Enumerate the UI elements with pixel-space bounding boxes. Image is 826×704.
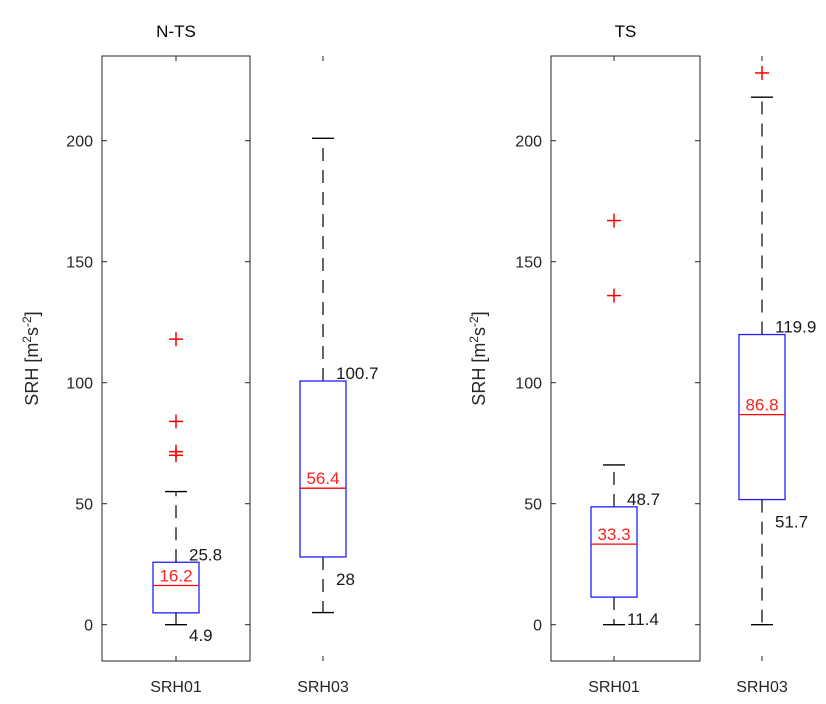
outlier-marker — [169, 414, 183, 429]
y-axis-label: SRH [m2s-2] — [467, 311, 489, 405]
x-tick-label: SRH03 — [736, 679, 788, 696]
q1-label: 28 — [336, 570, 355, 589]
box-srh03: 119.9 86.8 51.7 — [738, 65, 816, 626]
panel-ts: TS SRH [m2s-2] 0 50 100 150 200 SRH01 SRH03 4… — [467, 22, 816, 696]
y-tick-label: 50 — [75, 497, 93, 514]
y-tick-label: 200 — [515, 134, 542, 151]
panel-n-ts: N-TS SRH [m2s-2] 0 50 100 150 200 SRH01 SRH03… — [20, 22, 379, 696]
y-tick-label: 100 — [66, 376, 93, 393]
x-tick-label: SRH01 — [150, 679, 202, 696]
median-label: 33.3 — [597, 525, 630, 544]
y-tick-label: 50 — [524, 497, 542, 514]
q3-label: 25.8 — [189, 545, 222, 564]
q1-label: 51.7 — [775, 513, 808, 532]
outlier-marker — [755, 65, 769, 80]
iqr-box — [152, 561, 200, 614]
iqr-box — [590, 506, 638, 598]
q3-label: 119.9 — [775, 318, 816, 337]
median-label: 16.2 — [159, 566, 192, 585]
x-axis-ticks: SRH01 SRH03 — [150, 56, 349, 696]
box-srh01: 48.7 33.3 11.4 — [590, 213, 660, 629]
y-tick-label: 0 — [533, 618, 542, 635]
y-tick-label: 150 — [515, 255, 542, 272]
y-tick-label: 150 — [66, 255, 93, 272]
outlier-marker — [169, 444, 183, 459]
y-axis-ticks: 0 50 100 150 200 — [515, 134, 700, 635]
box-plots: 25.8 16.2 4.9 100.7 56.4 28 — [152, 137, 379, 645]
iqr-box — [299, 380, 347, 558]
q1-label: 4.9 — [189, 626, 213, 645]
box-srh01: 25.8 16.2 4.9 — [152, 332, 222, 645]
y-axis-ticks: 0 50 100 150 200 — [66, 134, 250, 635]
box-srh03: 100.7 56.4 28 — [299, 137, 379, 614]
outlier-marker — [607, 213, 621, 228]
outlier-marker — [169, 332, 183, 347]
q1-label: 11.4 — [627, 610, 659, 629]
x-axis-ticks: SRH01 SRH03 — [588, 56, 788, 696]
outlier-marker — [607, 288, 621, 303]
iqr-box — [738, 333, 786, 501]
q3-label: 48.7 — [627, 490, 660, 509]
axes-frame — [550, 55, 701, 662]
median-label: 86.8 — [745, 396, 778, 415]
q3-label: 100.7 — [336, 364, 379, 383]
y-tick-label: 100 — [515, 376, 542, 393]
chart-title: TS — [615, 22, 637, 41]
median-label: 56.4 — [306, 469, 339, 488]
y-axis-label: SRH [m2s-2] — [20, 311, 42, 405]
y-tick-label: 200 — [66, 134, 93, 151]
box-plots: 48.7 33.3 11.4 119.9 86.8 51.7 — [590, 65, 816, 629]
x-tick-label: SRH03 — [297, 679, 349, 696]
y-tick-label: 0 — [84, 618, 93, 635]
chart-title: N-TS — [156, 22, 196, 41]
x-tick-label: SRH01 — [588, 679, 640, 696]
